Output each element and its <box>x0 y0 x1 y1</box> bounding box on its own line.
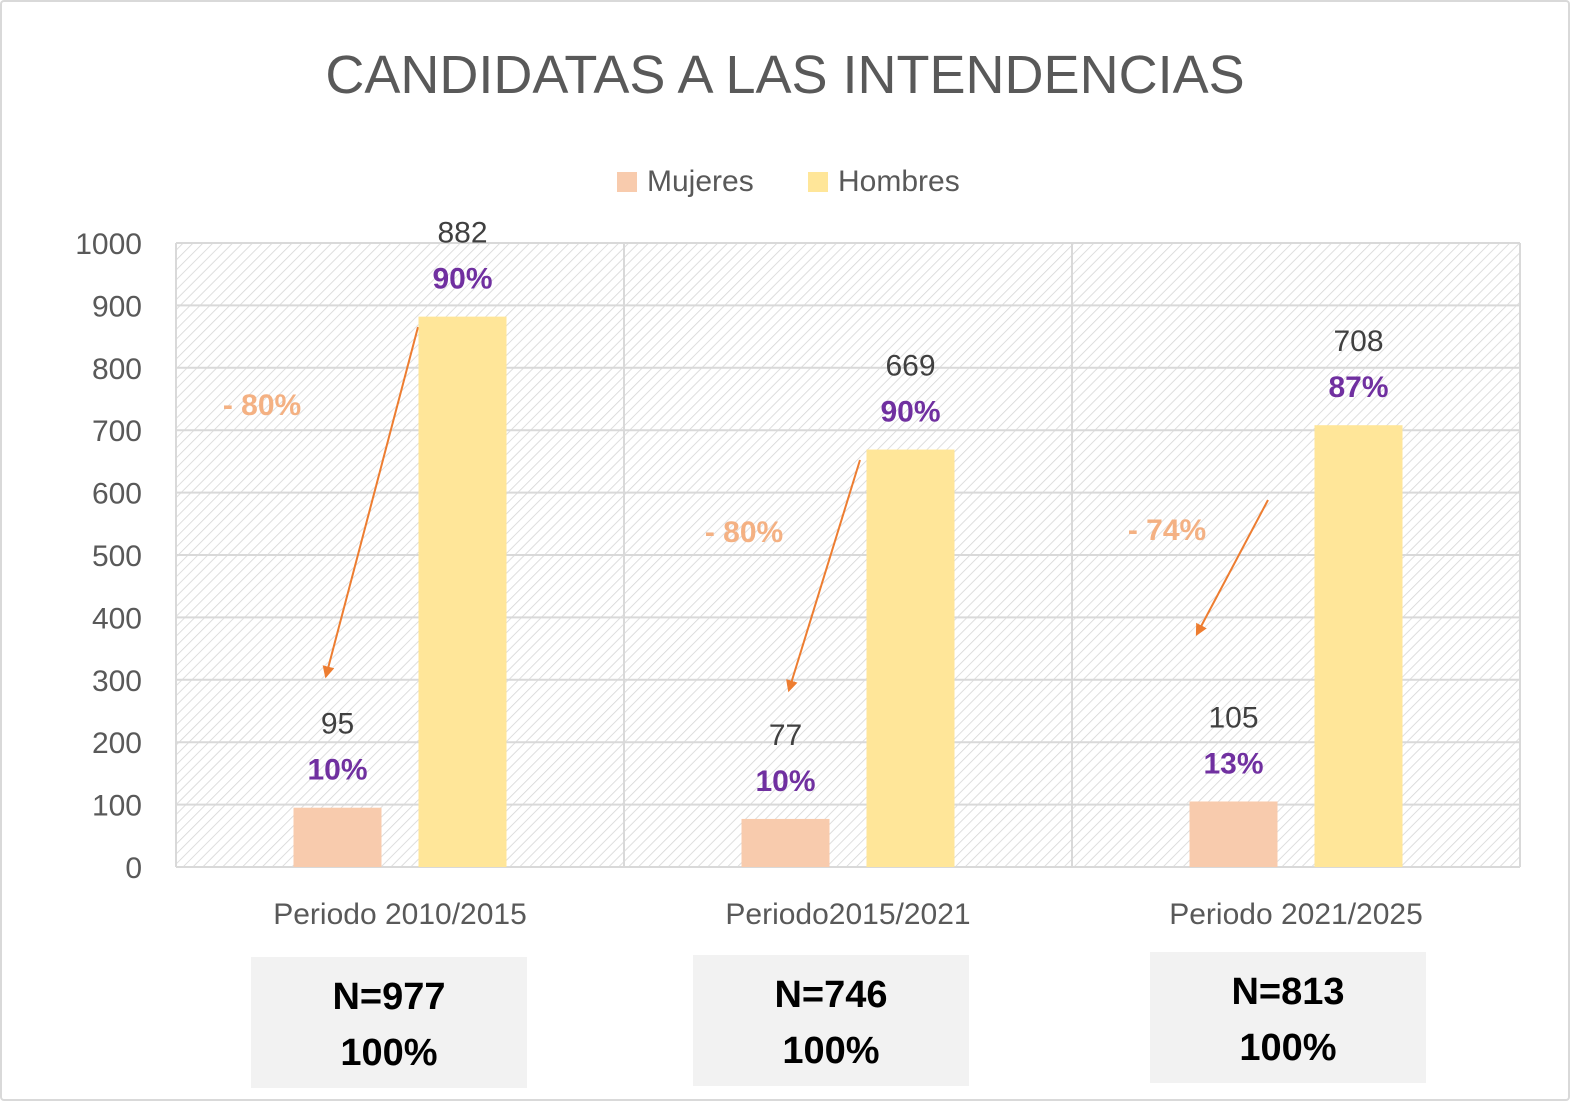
bar-hombres-2 <box>866 449 955 867</box>
x-tick-label: Periodo 2021/2025 <box>1169 898 1423 931</box>
y-tick-label: 100 <box>92 790 142 823</box>
value-label: 105 <box>1208 701 1258 734</box>
bars <box>293 316 1403 868</box>
total-pct-2: 100% <box>782 1030 880 1072</box>
legend-label-mujeres: Mujeres <box>647 165 754 198</box>
y-tick-label: 1000 <box>75 228 142 261</box>
percent-label: 10% <box>755 765 815 798</box>
percent-label: 90% <box>880 396 940 429</box>
x-tick-label: Periodo 2010/2015 <box>273 898 527 931</box>
y-tick-label: 300 <box>92 665 142 698</box>
data-labels: 95 10% 882 90% 77 10% 669 90% 105 13% 708 87% - 80% -… <box>223 217 1389 798</box>
y-tick-label: 800 <box>92 353 142 386</box>
x-tick-label: Periodo2015/2021 <box>725 898 970 931</box>
y-tick-label: 900 <box>92 290 142 323</box>
total-n-2: N=746 <box>774 974 888 1016</box>
trend-arrow-1 <box>322 326 419 679</box>
percent-label: 90% <box>432 263 492 296</box>
value-label: 708 <box>1333 325 1383 358</box>
percent-label: 10% <box>307 754 367 787</box>
total-pct-1: 100% <box>340 1032 438 1074</box>
bar-mujeres-3 <box>1189 801 1278 867</box>
total-box-2: N=746 100% <box>693 955 969 1086</box>
legend: Mujeres Hombres <box>617 165 960 198</box>
total-pct-3: 100% <box>1239 1027 1337 1069</box>
y-tick-label: 200 <box>92 727 142 760</box>
bar-mujeres-1 <box>293 807 382 867</box>
gap-annotation-3: - 74% <box>1128 514 1206 547</box>
gridlines <box>175 242 1521 868</box>
value-label: 77 <box>769 719 802 752</box>
total-n-3: N=813 <box>1231 971 1345 1013</box>
arrows <box>322 326 1269 693</box>
percent-label: 87% <box>1328 371 1388 404</box>
total-box-3: N=813 100% <box>1150 952 1426 1083</box>
bar-hombres-1 <box>418 316 507 868</box>
percent-label: 13% <box>1203 747 1263 780</box>
value-label: 95 <box>321 708 354 741</box>
chart-title: CANDIDATAS A LAS INTENDENCIAS <box>325 45 1244 105</box>
bar-hombres-3 <box>1314 425 1403 867</box>
legend-swatch-hombres <box>808 172 828 192</box>
value-label: 882 <box>437 217 487 250</box>
bar-mujeres-2 <box>741 818 830 867</box>
trend-arrow-3 <box>1195 499 1269 637</box>
y-axis-ticks: 0 100 200 300 400 500 600 700 800 900 1000 <box>75 228 142 885</box>
gap-annotation-2: - 80% <box>705 516 783 549</box>
y-tick-label: 0 <box>125 852 142 885</box>
y-tick-label: 600 <box>92 478 142 511</box>
y-tick-label: 700 <box>92 415 142 448</box>
x-axis-ticks: Periodo 2010/2015 Periodo2015/2021 Periodo… <box>273 898 1423 931</box>
value-label: 669 <box>885 350 935 383</box>
trend-arrow-2 <box>786 459 861 693</box>
total-n-1: N=977 <box>332 976 446 1018</box>
legend-label-hombres: Hombres <box>838 165 960 198</box>
legend-swatch-mujeres <box>617 172 637 192</box>
y-tick-label: 400 <box>92 602 142 635</box>
gap-annotation-1: - 80% <box>223 389 301 422</box>
y-tick-label: 500 <box>92 540 142 573</box>
total-box-1: N=977 100% <box>251 957 527 1088</box>
